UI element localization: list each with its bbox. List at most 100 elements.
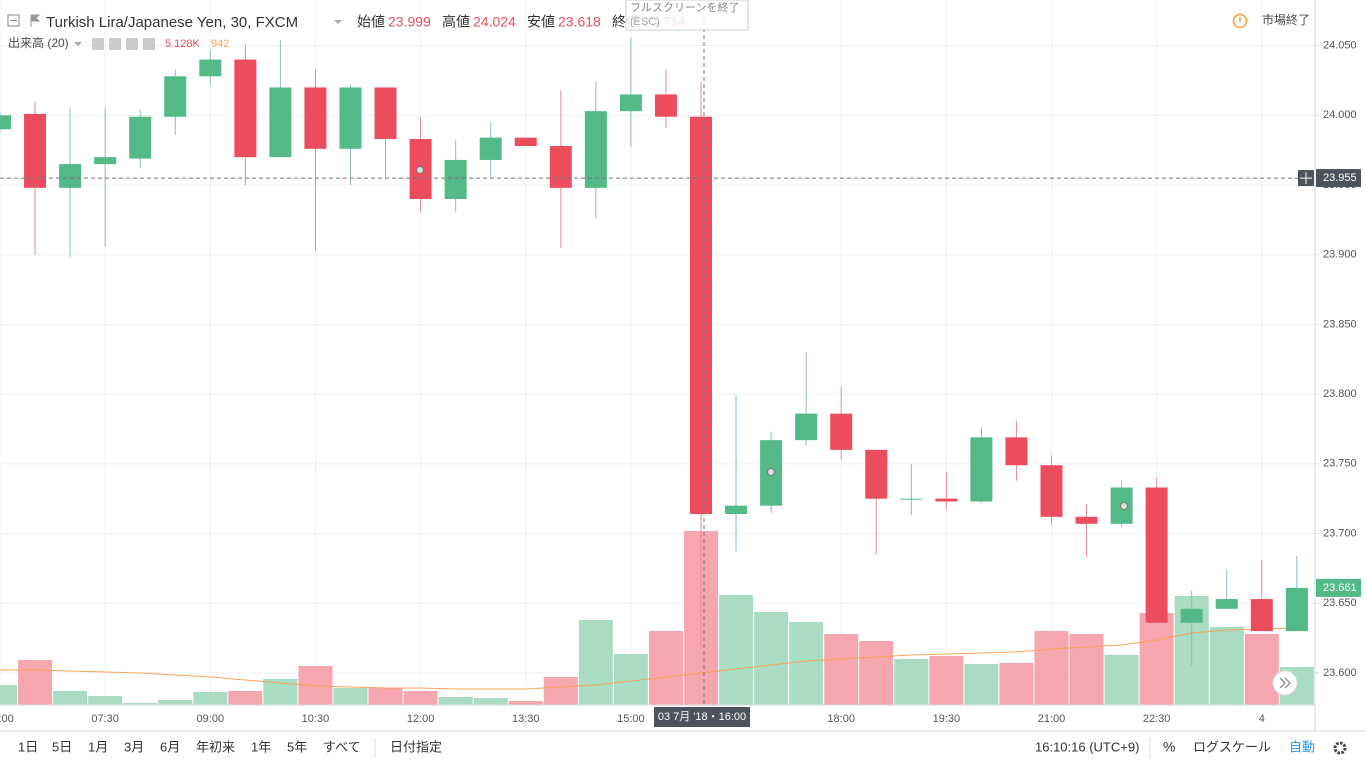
status-icon: [1232, 13, 1248, 29]
candle-body: [479, 137, 502, 160]
tooltip: (ESC): [630, 16, 660, 28]
event-marker: [767, 468, 775, 476]
volume-bar: [964, 664, 999, 705]
range-button[interactable]: 年初来: [196, 739, 235, 754]
last-price-box: [1316, 578, 1361, 597]
volume-bar: [228, 690, 263, 705]
volume-bar: [53, 690, 88, 705]
volume-bar: [859, 641, 894, 705]
icon[interactable]: [143, 38, 155, 50]
candle-body: [234, 59, 257, 158]
candle-body: [59, 164, 82, 188]
volume-bar: [754, 611, 789, 705]
candle-body: [865, 449, 888, 499]
volume-bar: [1244, 634, 1279, 705]
candle-body: [795, 413, 818, 441]
candle-body: [514, 137, 537, 147]
percent-button[interactable]: %: [1163, 739, 1175, 755]
date-button[interactable]: 日付指定: [390, 739, 442, 754]
volume-bar: [999, 662, 1034, 705]
volume-bar: [403, 690, 438, 705]
axes: 23.600 23.650 23.700 23.750 23.800 23.850 23.9…: [0, 40, 1357, 725]
range-button[interactable]: すべて: [323, 739, 361, 754]
ohlc-label: 安値: [527, 14, 555, 30]
volume-bar: [158, 700, 193, 705]
log-button[interactable]: ログスケール: [1193, 739, 1271, 754]
candle-body: [199, 59, 222, 77]
candle-body: [935, 498, 958, 502]
volume-bar: [789, 621, 824, 705]
symbol-title[interactable]: Turkish Lira/Japanese Yen, 30, FXCM: [46, 14, 298, 31]
candle-body: [339, 87, 362, 149]
candle-body: [830, 413, 853, 450]
range-button[interactable]: 5年: [287, 739, 307, 754]
range-button[interactable]: 1日: [18, 739, 38, 754]
volume-bar: [824, 634, 859, 705]
ohlc-label: 始値: [357, 14, 385, 30]
overlay: [416, 166, 1128, 510]
plus-icon: [1300, 172, 1312, 185]
crosshair-price-label: 23.955: [1323, 172, 1357, 184]
candle-body: [970, 437, 993, 502]
candle-body: [619, 94, 642, 112]
x-tick-label: 12:00: [407, 713, 435, 725]
icon[interactable]: [126, 38, 138, 50]
volume-bar: [0, 685, 17, 705]
event-marker: [416, 166, 424, 174]
volume-ma-line: [0, 627, 1297, 690]
y-tick-label: 23.900: [1323, 249, 1357, 261]
ohlc-value: 23.999: [388, 14, 431, 30]
candle-body: [269, 87, 292, 158]
auto-button[interactable]: 自動: [1289, 739, 1315, 754]
volume-readout: 5.128K: [165, 38, 201, 50]
tooltip: フルスクリーンを終了: [630, 0, 739, 14]
ohlc-label: 高値: [442, 14, 470, 30]
range-button[interactable]: 5日: [52, 739, 72, 754]
volume-bar: [368, 687, 403, 705]
volume-bar: [543, 677, 578, 705]
candle-body: [374, 87, 397, 140]
ma-readout: 942: [211, 38, 229, 50]
candle-body: [1040, 465, 1063, 517]
collapse-icon[interactable]: [7, 14, 20, 27]
range-button[interactable]: 1月: [88, 739, 108, 754]
volume-bar: [508, 700, 543, 705]
volume-bar: [1069, 634, 1104, 705]
x-tick-label: 22:30: [1143, 713, 1171, 725]
candle-body: [444, 159, 467, 199]
candle-body: [24, 113, 47, 188]
x-tick-label: 18:00: [827, 713, 855, 725]
volume-bar: [473, 698, 508, 705]
y-tick-label: 24.000: [1323, 109, 1357, 121]
ohlc-value: 24.024: [473, 14, 516, 30]
volume-bar: [193, 692, 228, 705]
crosshair-time-box: [654, 707, 750, 727]
candle-body: [94, 157, 117, 165]
y-tick-label: 23.850: [1323, 318, 1357, 330]
icon[interactable]: [92, 38, 104, 50]
candle-body: [1005, 437, 1028, 466]
clock: 16:10:16 (UTC+9): [1035, 739, 1139, 754]
y-tick-label: 23.700: [1323, 527, 1357, 539]
crosshair: 03 7月 '18・16:00 23.955 23.661: [0, 0, 1361, 727]
candle-body: [0, 115, 11, 130]
dropdown-icon[interactable]: [74, 42, 82, 46]
tooltip-box: [625, 0, 749, 31]
settings-icon[interactable]: [1333, 741, 1347, 755]
candle-layer: [0, 37, 1308, 666]
dropdown-icon[interactable]: [334, 20, 342, 24]
market-status: 市場終了: [1262, 12, 1310, 27]
y-tick-label: 23.750: [1323, 458, 1357, 470]
icon[interactable]: [109, 38, 121, 50]
x-tick-label: 09:00: [197, 713, 225, 725]
range-button[interactable]: 6月: [160, 739, 180, 754]
x-tick-label: 21:00: [1038, 713, 1066, 725]
range-button[interactable]: 3月: [124, 739, 144, 754]
volume-bar: [333, 687, 368, 705]
candle-body: [1285, 587, 1308, 632]
volume-bar: [1139, 613, 1174, 705]
volume-bar: [894, 658, 929, 705]
range-button[interactable]: 1年: [251, 739, 271, 754]
volume-bar: [648, 630, 683, 705]
